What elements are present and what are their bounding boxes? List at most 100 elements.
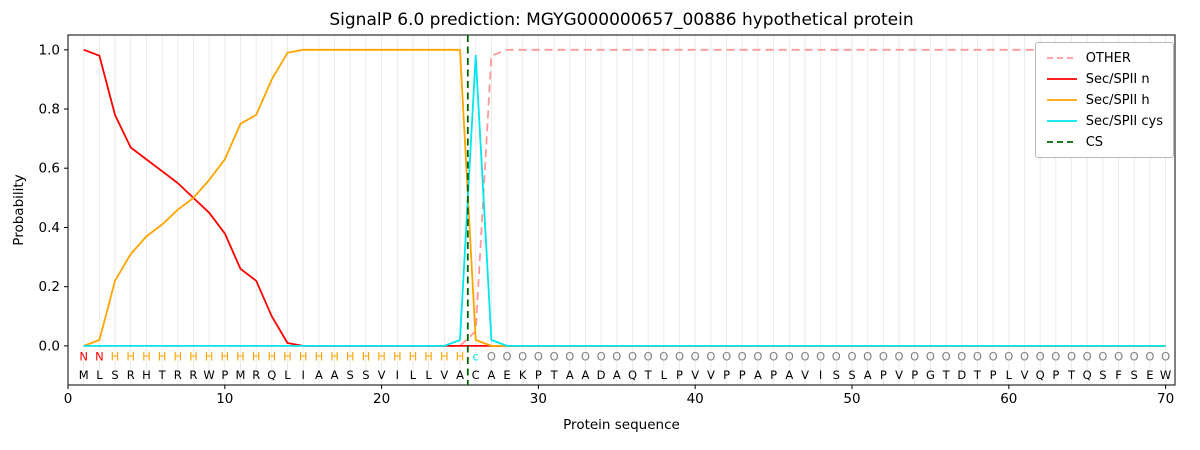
region-label-letter: H: [440, 350, 449, 364]
legend-entry-other: OTHER: [1046, 50, 1163, 66]
sequence-letter: Q: [1083, 368, 1092, 382]
sequence-letter: I: [301, 368, 304, 382]
region-label-letter: H: [456, 350, 465, 364]
sequence-letter: Q: [1036, 368, 1045, 382]
region-label-letter: O: [1098, 350, 1107, 364]
sequence-letter: R: [174, 368, 182, 382]
region-label-letter: O: [957, 350, 966, 364]
sequence-letter: L: [1006, 368, 1013, 382]
region-label-letter: H: [158, 350, 167, 364]
region-label-letter: O: [832, 350, 841, 364]
region-label-letter: O: [989, 350, 998, 364]
sequence-letter: P: [221, 368, 228, 382]
x-tick-label: 20: [373, 391, 390, 407]
legend-entry-sec-spii-cys: Sec/SPII cys: [1046, 113, 1163, 129]
sequence-letter: H: [142, 368, 151, 382]
legend: OTHER Sec/SPII n Sec/SPII h Sec/SPII cys CS: [1034, 42, 1174, 158]
y-tick-label: 0.4: [39, 220, 60, 236]
sequence-letter: R: [252, 368, 260, 382]
sequence-letter: E: [1146, 368, 1153, 382]
sequence-letter: V: [801, 368, 809, 382]
sequence-letter: P: [880, 368, 887, 382]
sequence-letter: Q: [267, 368, 276, 382]
region-label-letter: O: [581, 350, 590, 364]
region-label-letter: H: [315, 350, 324, 364]
sequence-letter: A: [456, 368, 464, 382]
sequence-letter: T: [942, 368, 951, 382]
legend-line-sample-cs: [1046, 141, 1077, 143]
sequence-letter: A: [331, 368, 339, 382]
sequence-letter: P: [739, 368, 746, 382]
region-label-letter: H: [252, 350, 261, 364]
legend-line-sample-sec-spii-h: [1046, 99, 1077, 101]
sequence-letter: Q: [628, 368, 637, 382]
sequence-letter: V: [378, 368, 386, 382]
region-label-letter: O: [847, 350, 856, 364]
legend-line-sample-sec-spii-n: [1046, 78, 1077, 80]
region-label-letter: O: [910, 350, 919, 364]
region-label-letter: O: [863, 350, 872, 364]
sequence-letter: T: [158, 368, 167, 382]
plot-frame: [67, 34, 1176, 386]
sequence-letter: G: [926, 368, 935, 382]
region-label-letter: O: [769, 350, 778, 364]
legend-line-sample-other: [1046, 57, 1077, 59]
region-label-letter: H: [173, 350, 182, 364]
sequence-letter: A: [315, 368, 323, 382]
region-label-letter: O: [800, 350, 809, 364]
sequence-letter: A: [864, 368, 872, 382]
sequence-letter: T: [550, 368, 559, 382]
region-label-letter: H: [267, 350, 276, 364]
sequence-letter: P: [535, 368, 542, 382]
region-label-letter: O: [1051, 350, 1060, 364]
x-tick-label: 0: [64, 391, 73, 407]
sequence-letter: E: [503, 368, 510, 382]
x-axis-label: Protein sequence: [563, 417, 680, 433]
y-tick-label: 0.2: [39, 279, 60, 295]
sequence-letter: I: [396, 368, 399, 382]
legend-entry-cs: CS: [1046, 134, 1163, 150]
region-label-letter: O: [1161, 350, 1170, 364]
sequence-letter: P: [676, 368, 683, 382]
region-label-letter: O: [659, 350, 668, 364]
sequence-letter: A: [581, 368, 589, 382]
region-label-letter: O: [706, 350, 715, 364]
sequence-letter: L: [661, 368, 668, 382]
sequence-letter: P: [1052, 368, 1059, 382]
legend-entry-sec-spii-n: Sec/SPII n: [1046, 71, 1163, 87]
series-line-sec-spii-h: [83, 48, 1166, 347]
sequence-letter: S: [1131, 368, 1138, 382]
x-tick-label: 40: [687, 391, 704, 407]
sequence-letter: R: [127, 368, 135, 382]
sequence-letter: I: [819, 368, 822, 382]
region-label-letter: H: [111, 350, 120, 364]
region-label-letter: O: [675, 350, 684, 364]
region-label-letter: O: [1145, 350, 1154, 364]
sequence-letter: V: [691, 368, 699, 382]
sequence-letter: S: [347, 368, 354, 382]
region-label-letter: H: [346, 350, 355, 364]
sequence-letter: M: [79, 368, 89, 382]
region-label-letter: O: [1020, 350, 1029, 364]
sequence-letter: V: [707, 368, 715, 382]
region-label-letter: H: [377, 350, 386, 364]
sequence-letter: A: [613, 368, 621, 382]
sequence-letter: F: [1115, 368, 1122, 382]
legend-label-sec-spii-h: Sec/SPII h: [1085, 92, 1150, 108]
region-label-letter: c: [473, 350, 479, 364]
sequence-letter: D: [957, 368, 966, 382]
sequence-letter: A: [785, 368, 793, 382]
y-tick-label: 1.0: [39, 42, 60, 58]
region-label-letter: H: [330, 350, 339, 364]
sequence-letter: L: [410, 368, 417, 382]
region-label-letter: O: [550, 350, 559, 364]
sequence-letter: L: [96, 368, 103, 382]
region-label-letter: O: [722, 350, 731, 364]
sequence-letter: P: [911, 368, 918, 382]
region-label-letter: H: [205, 350, 214, 364]
sequence-letter: T: [644, 368, 653, 382]
y-tick-label: 0.0: [39, 338, 60, 354]
sequence-letter: R: [189, 368, 197, 382]
series-line-sec-spii-n: [83, 48, 1166, 347]
sequence-letter: P: [770, 368, 777, 382]
